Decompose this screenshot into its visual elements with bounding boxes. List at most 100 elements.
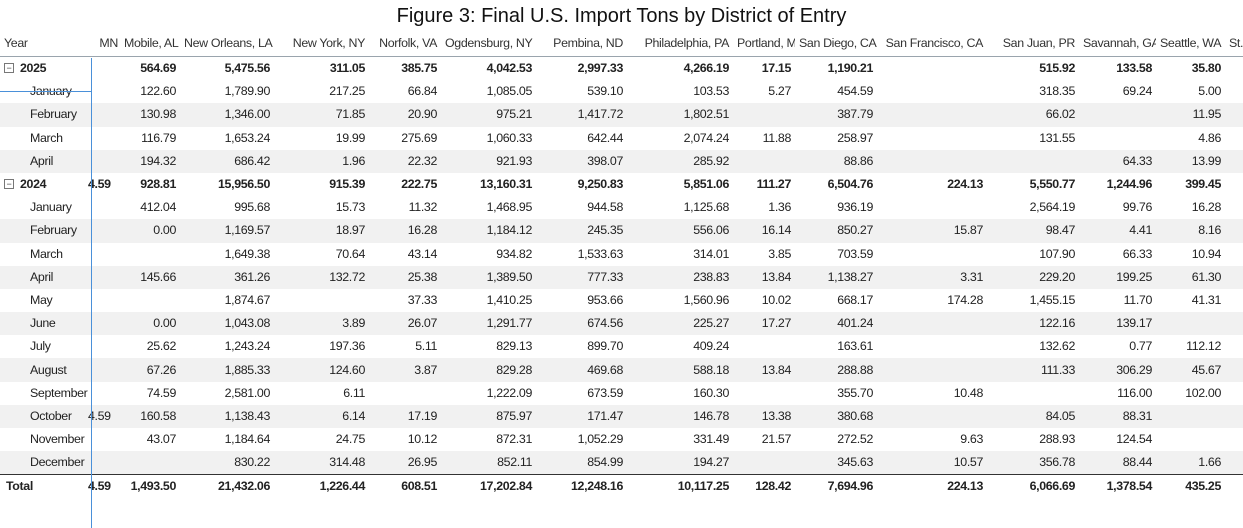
cell-san-diego-ca: 345.63: [795, 451, 877, 475]
column-header-pembina-nd[interactable]: Pembina, ND: [536, 30, 627, 57]
column-header-san-francisco-ca[interactable]: San Francisco, CA: [877, 30, 987, 57]
cell-san-francisco-ca: [877, 149, 987, 173]
row-header: April: [0, 149, 88, 173]
row-header: April: [0, 265, 88, 289]
column-header-year[interactable]: Year: [0, 30, 88, 57]
column-header-savannah-ga[interactable]: Savannah, GA: [1079, 30, 1156, 57]
cell-pembina-nd: 777.33: [536, 265, 627, 289]
cell-st-albans-vt: 210.87: [1225, 451, 1243, 475]
cell-mobile-al: 43.07: [146, 432, 177, 447]
cell-new-orleans-la: 2,581.00: [224, 385, 271, 400]
cell-philadelphia-pa: 331.49: [693, 432, 729, 447]
cell-savannah-ga: [1079, 127, 1156, 150]
column-header-san-juan-pr[interactable]: San Juan, PR: [987, 30, 1079, 57]
cell-norfolk-va: 26.07: [369, 312, 441, 336]
cell-san-francisco-ca: [877, 127, 987, 150]
cell-seattle-wa: 45.67: [1156, 358, 1225, 382]
column-header-norfolk-va[interactable]: Norfolk, VA: [369, 30, 441, 57]
cell-new-orleans-la: 1,653.24: [224, 130, 271, 145]
cell-ogdensburg-ny: 852.11: [441, 451, 536, 475]
column-header-ogdensburg-ny[interactable]: Ogdensburg, NY: [441, 30, 536, 57]
column-header-san-diego-ca[interactable]: San Diego, CA: [795, 30, 877, 57]
cell-philadelphia-pa: 4,266.19: [683, 61, 730, 76]
row-label: August: [30, 362, 67, 377]
cell-norfolk-va: 10.12: [407, 432, 438, 447]
cell-portland-me: [733, 149, 795, 173]
cell-norfolk-va: 20.90: [369, 103, 441, 127]
cell-ogdensburg-ny: 829.28: [441, 358, 536, 382]
cell-mn: [88, 149, 120, 173]
cell-san-diego-ca: 401.24: [795, 312, 877, 336]
cell-san-diego-ca: 850.27: [795, 219, 877, 243]
collapse-toggle-icon[interactable]: −: [4, 179, 14, 190]
column-header-philadelphia-pa[interactable]: Philadelphia, PA: [627, 30, 733, 57]
cell-new-orleans-la: 1,184.64: [224, 432, 271, 447]
cell-san-francisco-ca: 224.13: [947, 177, 983, 192]
row-header: March: [0, 243, 88, 266]
cell-san-francisco-ca: [877, 103, 987, 127]
cell-san-juan-pr: [987, 149, 1079, 173]
cell-st-albans-vt: 142.23: [1225, 149, 1243, 173]
header-row: Year MN Mobile, AL New Orleans, LA New York,…: [0, 30, 1243, 57]
cell-savannah-ga: 1,378.54: [1079, 474, 1156, 499]
cell-st-albans-vt: 230.08: [1225, 219, 1243, 243]
column-header-portland-me[interactable]: Portland, ME: [733, 30, 795, 57]
cell-san-diego-ca: 387.79: [795, 103, 877, 127]
cell-pembina-nd: 1,052.29: [577, 432, 624, 447]
year-row: −2025 564.69 5,475.56 311.05 385.75 4,042.53 2…: [0, 57, 1243, 81]
cell-philadelphia-pa: 314.01: [693, 246, 729, 261]
cell-san-juan-pr: 98.47: [987, 219, 1079, 243]
cell-new-orleans-la: 686.42: [180, 149, 274, 173]
collapse-toggle-icon[interactable]: −: [4, 63, 14, 74]
cell-savannah-ga: [1079, 103, 1156, 127]
cell-philadelphia-pa: 285.92: [627, 149, 733, 173]
cell-new-york-ny: 217.25: [329, 84, 365, 99]
cell-ogdensburg-ny: 1,060.33: [486, 130, 533, 145]
cell-ogdensburg-ny: 1,222.09: [486, 385, 533, 400]
row-header[interactable]: −2025: [0, 57, 88, 81]
cell-new-orleans-la: 995.68: [234, 200, 270, 215]
column-header-new-york-ny[interactable]: New York, NY: [274, 30, 369, 57]
column-header-new-orleans-la[interactable]: New Orleans, LA: [180, 30, 274, 57]
cell-new-york-ny: 70.64: [335, 246, 366, 261]
row-label: November: [30, 432, 85, 447]
cell-new-york-ny: [274, 289, 369, 312]
cell-norfolk-va: 5.11: [415, 339, 437, 354]
cell-new-york-ny: 24.75: [335, 432, 366, 447]
column-header-seattle-wa[interactable]: Seattle, WA: [1156, 30, 1225, 57]
row-label: May: [30, 292, 53, 307]
cell-savannah-ga: 69.24: [1122, 84, 1153, 99]
cell-philadelphia-pa: 225.27: [627, 312, 733, 336]
cell-mobile-al: 194.32: [120, 149, 180, 173]
column-header-st-albans-vt[interactable]: St. Albans, VT: [1225, 30, 1243, 57]
cell-ogdensburg-ny: 4,042.53: [486, 61, 533, 76]
cell-san-juan-pr: 229.20: [987, 265, 1079, 289]
cell-st-albans-vt: 199.39: [1225, 358, 1243, 382]
row-header: August: [0, 358, 88, 382]
cell-philadelphia-pa: 588.18: [627, 358, 733, 382]
cell-new-orleans-la: 1,169.57: [180, 219, 274, 243]
cell-philadelphia-pa: 103.53: [693, 84, 729, 99]
month-row: March 116.79 1,653.24 19.99 275.69 1,060.33 64…: [0, 127, 1243, 150]
cell-san-francisco-ca: [877, 196, 987, 219]
cell-new-orleans-la: 1,874.67: [224, 292, 271, 307]
cell-san-juan-pr: 131.55: [1039, 130, 1075, 145]
cell-st-albans-vt: 208.52: [1225, 428, 1243, 451]
cell-mobile-al: 116.79: [141, 130, 176, 145]
cell-pembina-nd: 673.59: [587, 385, 623, 400]
cell-mn: [88, 219, 120, 243]
cell-savannah-ga: 88.44: [1079, 451, 1156, 475]
cell-pembina-nd: 12,248.16: [536, 474, 627, 499]
cell-st-albans-vt: 267.32: [1225, 289, 1243, 312]
cell-new-orleans-la: 1,885.33: [180, 358, 274, 382]
cell-portland-me: 17.27: [733, 312, 795, 336]
column-header-mobile-al[interactable]: Mobile, AL: [120, 30, 180, 57]
cell-san-juan-pr: 288.93: [1039, 432, 1075, 447]
cell-mn: [88, 103, 120, 127]
column-header-mn[interactable]: MN: [88, 30, 120, 57]
cell-st-albans-vt: 203.80: [1225, 382, 1243, 405]
cell-portland-me: 17.15: [761, 61, 792, 76]
month-row: January 412.04 995.68 15.73 11.32 1,468.95 944…: [0, 196, 1243, 219]
cell-new-orleans-la: 1,649.38: [224, 246, 271, 261]
row-header[interactable]: −2024: [0, 173, 88, 196]
